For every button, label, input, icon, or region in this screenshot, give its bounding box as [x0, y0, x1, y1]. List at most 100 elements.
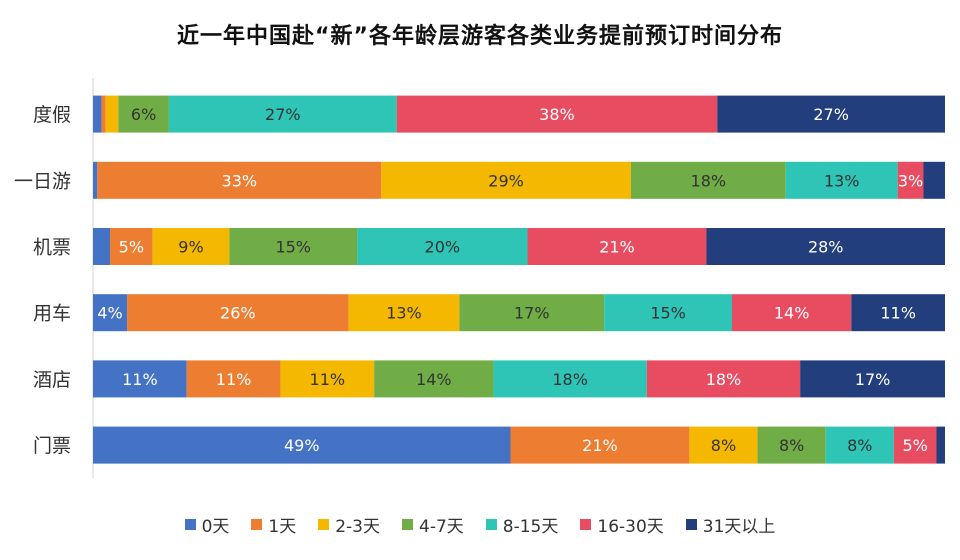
data-label: 18%	[552, 370, 588, 389]
data-label: 6%	[131, 105, 156, 124]
legend-label: 8-15天	[502, 517, 559, 537]
bar-segment	[229, 228, 358, 265]
bar-segment	[93, 228, 111, 265]
legend-label: 16-30天	[597, 517, 664, 537]
chart-title: 近一年中国赴“新”各年龄层游客各类业务提前预订时间分布	[177, 24, 783, 49]
bar-segment	[893, 426, 937, 464]
bar-segment	[348, 294, 460, 332]
legend: 0天 1天 2-3天 4-7天 8-15天 16-30天 31天以上	[0, 512, 960, 537]
category-label: 一日游	[14, 170, 71, 192]
data-label: 8%	[779, 436, 804, 455]
data-label: 21%	[599, 238, 635, 257]
category-label: 度假	[33, 104, 71, 126]
data-label: 28%	[808, 238, 844, 257]
bar-segment	[168, 95, 397, 133]
bar-segment	[101, 95, 106, 133]
bar-segment	[280, 360, 375, 398]
data-label: 14%	[416, 370, 452, 389]
legend-item: 16-30天	[580, 512, 664, 537]
bar-segment	[118, 95, 169, 133]
bar-segment	[374, 360, 494, 398]
data-label: 8%	[711, 436, 736, 455]
legend-item: 1天	[251, 512, 296, 537]
data-label: 21%	[582, 436, 618, 455]
legend-swatch	[251, 519, 263, 530]
bar-segment	[186, 360, 281, 398]
data-label: 13%	[386, 304, 422, 323]
bar-segment	[110, 228, 153, 265]
bar-segment	[396, 95, 718, 133]
data-label: 14%	[774, 304, 810, 323]
bar-segment	[785, 161, 898, 199]
data-label: 11%	[880, 304, 916, 323]
bar-segment	[923, 161, 945, 199]
bar-segment	[93, 95, 102, 133]
data-label: 26%	[220, 304, 256, 323]
bar-segment	[510, 426, 690, 464]
data-label: 11%	[216, 370, 252, 389]
legend-label: 31天以上	[702, 517, 776, 537]
category-label: 用车	[33, 303, 71, 325]
bar-segment	[936, 426, 945, 464]
data-label: 9%	[178, 238, 203, 257]
bar-segment	[897, 161, 924, 199]
bar-segment	[825, 426, 894, 464]
legend-swatch	[402, 519, 413, 530]
bar-segment	[93, 161, 98, 199]
bar-segment	[459, 294, 605, 332]
bar-segment	[706, 228, 945, 265]
bar-segment	[646, 360, 801, 398]
bar-segment	[604, 294, 732, 332]
bar-segment	[127, 294, 349, 332]
data-label: 3%	[898, 171, 923, 190]
bar-segment	[152, 228, 230, 265]
data-label: 8%	[847, 436, 872, 455]
bar-segment	[357, 228, 528, 265]
legend-item: 8-15天	[485, 512, 559, 537]
legend-swatch	[485, 519, 497, 530]
bar-segment	[717, 95, 945, 133]
data-label: 38%	[539, 105, 575, 124]
bar-segment	[732, 294, 852, 332]
data-label: 11%	[122, 370, 158, 389]
data-label: 20%	[425, 238, 461, 257]
data-label: 29%	[488, 171, 524, 190]
stacked-bar-plot: 度假 6% 27% 38% 27% 一日游 33% 29% 18% 13% 3% 机票 5% 9% 15% 2…	[14, 78, 945, 478]
data-label: 49%	[284, 436, 320, 455]
data-label: 11%	[310, 370, 346, 389]
bar-segment	[105, 95, 119, 133]
legend-swatch	[580, 519, 592, 530]
bar-segment	[493, 360, 647, 398]
bar-segment	[93, 360, 187, 398]
data-label: 27%	[813, 105, 849, 124]
bar-segment	[381, 161, 631, 199]
legend-swatch	[184, 519, 196, 530]
bar-segment	[93, 294, 128, 332]
data-label: 13%	[824, 171, 860, 190]
bar-segment	[93, 426, 511, 464]
legend-item: 0天	[184, 512, 230, 537]
bar-segment	[800, 360, 945, 398]
data-label: 15%	[275, 238, 311, 257]
data-label: 33%	[222, 171, 258, 190]
legend-label: 2-3天	[335, 517, 380, 537]
legend-label: 4-7天	[419, 517, 464, 537]
bar-segment	[527, 228, 707, 265]
data-label: 18%	[706, 370, 742, 389]
category-label: 门票	[33, 435, 71, 457]
legend-swatch	[685, 519, 697, 530]
legend-swatch	[318, 519, 330, 530]
bar-segment	[630, 161, 786, 199]
legend-item: 4-7天	[402, 512, 464, 537]
bar-segment	[689, 426, 758, 464]
data-label: 4%	[97, 304, 122, 323]
data-label: 5%	[902, 436, 927, 455]
data-label: 27%	[265, 105, 301, 124]
legend-label: 0天	[201, 517, 230, 537]
bar-segment	[851, 294, 945, 332]
category-label: 酒店	[33, 369, 71, 391]
data-label: 15%	[650, 304, 686, 323]
legend-item: 31天以上	[685, 512, 776, 537]
data-label: 17%	[514, 304, 550, 323]
